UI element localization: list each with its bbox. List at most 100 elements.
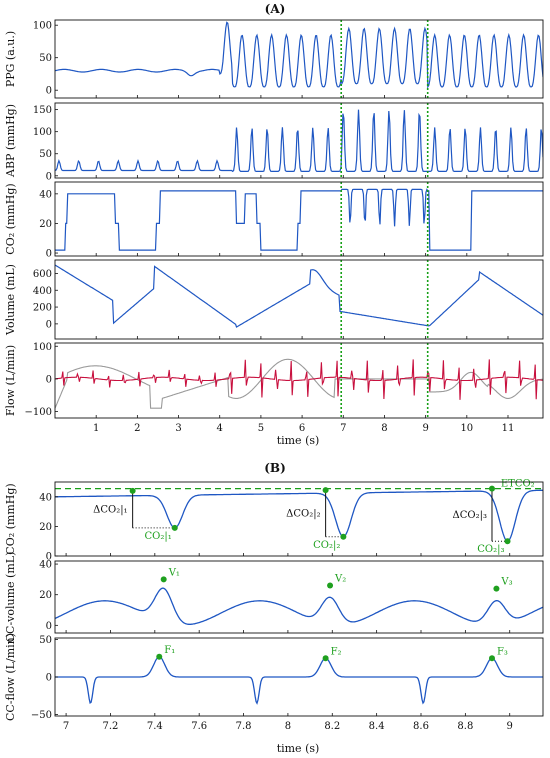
panel-b-series-line-1 bbox=[55, 656, 543, 705]
co2-peak-marker bbox=[322, 487, 329, 494]
panel-a-xtick-label: 4 bbox=[217, 423, 223, 434]
panel-b-title: (B) bbox=[264, 461, 286, 475]
panel-a-ytick-label: 600 bbox=[33, 269, 52, 280]
panel-b-xtick-label: 8.6 bbox=[413, 721, 429, 732]
panel-a-series-line-1 bbox=[55, 358, 543, 409]
panel-a-ytick-label: 50 bbox=[39, 149, 52, 160]
panel-a-ylabel: PPG (a.u.) bbox=[4, 31, 17, 87]
panel-a-xtick-label: 7 bbox=[340, 423, 346, 434]
co2-trough-marker bbox=[171, 524, 178, 531]
panel-a-axes-frame bbox=[54, 259, 544, 340]
co2-trough-marker bbox=[504, 538, 511, 545]
panel-b-xtick-label: 7.2 bbox=[103, 721, 119, 732]
panel-b-ytick-label: 0 bbox=[46, 552, 52, 563]
peak-marker-label: F₂ bbox=[331, 646, 342, 657]
panel-b-series-line-1 bbox=[55, 489, 543, 542]
panel-b-xtick-label: 7.4 bbox=[147, 721, 163, 732]
panel-b-ytick-label: 40 bbox=[39, 492, 52, 503]
panel-a-ytick-label: 0 bbox=[46, 249, 52, 260]
panel-a-ytick-label: 0 bbox=[46, 86, 52, 97]
panel-a-series-line-1 bbox=[55, 188, 543, 251]
panel-b-xtick-label: 7.8 bbox=[236, 721, 252, 732]
peak-marker-label: V₃ bbox=[500, 577, 512, 588]
panel-a-xtick-label: 11 bbox=[502, 423, 515, 434]
panel-b-ytick-label: 0 bbox=[46, 621, 52, 632]
panel-b-ytick-label: 40 bbox=[39, 560, 52, 571]
peak-marker bbox=[156, 653, 163, 660]
peak-marker bbox=[160, 576, 167, 583]
panel-a-axes-frame bbox=[54, 19, 544, 99]
peak-marker-label: V₁ bbox=[168, 567, 180, 578]
panel-b-axes-frame bbox=[54, 560, 544, 634]
panel-a-title: (A) bbox=[265, 2, 286, 16]
panel-a-ytick-label: 100 bbox=[33, 127, 52, 138]
panel-b-xtick-label: 7.6 bbox=[191, 721, 207, 732]
peak-marker bbox=[488, 655, 495, 662]
panel-b-xtick-label: 9 bbox=[507, 721, 513, 732]
panel-b-series-line-1 bbox=[55, 587, 543, 625]
panel-b-subplot-1: ETCO₂ ΔCO₂|₁ CO₂|₁ ΔCO₂|₂ CO₂|₂ ΔCO₂|₃ CO₂|₃ 0 2… bbox=[4, 479, 544, 563]
panel-a-subplot-2: 0 50 100 150 ABP (mmHg) bbox=[4, 102, 544, 182]
panel-b-ylabel: CC-flow (L/min) bbox=[4, 633, 17, 721]
co2-trough-label: CO₂|₂ bbox=[313, 540, 340, 551]
peak-marker bbox=[493, 585, 500, 592]
panel-b-xtick-label: 8.2 bbox=[324, 721, 340, 732]
peak-marker-label: F₃ bbox=[497, 646, 508, 657]
co2-peak-marker bbox=[129, 487, 136, 494]
panel-a-xtick-label: 1 bbox=[93, 423, 99, 434]
panel-b-ylabel: CC-volume (mL) bbox=[4, 552, 17, 643]
panel-b-xtick-label: 8 bbox=[285, 721, 291, 732]
panel-a-subplot-4: 0 200 400 600 Volume (mL) bbox=[4, 259, 544, 340]
panel-a-ytick-label: 20 bbox=[39, 219, 52, 230]
co2-trough-label: CO₂|₁ bbox=[145, 531, 172, 542]
panel-a-subplot-5: −100 0 100 Flow (L/min) bbox=[4, 342, 544, 419]
panel-a-ytick-label: 400 bbox=[33, 286, 52, 297]
panel-a-ylabel: CO₂ (mmHg) bbox=[4, 183, 17, 254]
panel-a-series-line-1 bbox=[55, 109, 543, 173]
panel-b-ytick-label: 20 bbox=[39, 590, 52, 601]
panel-a-axes-frame bbox=[54, 102, 544, 179]
delta-co2-label: ΔCO₂|₁ bbox=[93, 504, 127, 515]
panel-b-axes-frame bbox=[54, 481, 544, 557]
panel-a-ylabel: ABP (mmHg) bbox=[4, 104, 17, 178]
panel-a-ytick-label: −100 bbox=[25, 407, 52, 418]
panel-b-ytick-label: 50 bbox=[39, 635, 52, 646]
panel-a-series-line-2 bbox=[55, 359, 543, 400]
panel-a-subplot-1: 0 50 100 PPG (a.u.) bbox=[4, 19, 544, 99]
panel-a-xtick-label: 5 bbox=[258, 423, 264, 434]
panel-a-ytick-label: 0 bbox=[46, 319, 52, 330]
panel-b-xtick-label: 8.4 bbox=[369, 721, 385, 732]
panel-b-xtick-label: 8.8 bbox=[457, 721, 473, 732]
panel-a-axes-frame bbox=[54, 342, 544, 419]
panel-b-subplot-2: V₁ V₂ V₃ 0 20 40 CC-volume (mL) bbox=[4, 552, 544, 643]
panel-b-xtick-label: 7 bbox=[63, 721, 69, 732]
panel-a-ytick-label: 0 bbox=[46, 374, 52, 385]
panel-a-xtick-label: 9 bbox=[422, 423, 428, 434]
panel-b-ytick-label: 20 bbox=[39, 522, 52, 533]
panel-b-subplot-3: F₁ F₂ F₃ −50 0 50 CC-flow (L/min) bbox=[4, 633, 544, 721]
panel-a-xtick-label: 6 bbox=[299, 423, 305, 434]
panel-a-series-line-1 bbox=[55, 21, 543, 89]
panel-a-xlabel: time (s) bbox=[277, 434, 320, 447]
panel-a-xtick-label: 2 bbox=[134, 423, 140, 434]
panel-a-ytick-label: 100 bbox=[33, 21, 52, 32]
peak-marker bbox=[322, 655, 329, 662]
panel-b-ytick-label: −50 bbox=[31, 710, 52, 721]
panel-a-subplot-3: 0 20 40 CO₂ (mmHg) bbox=[4, 181, 544, 260]
panel-a-ytick-label: 200 bbox=[33, 303, 52, 314]
panel-a-ytick-label: 0 bbox=[46, 171, 52, 182]
panel-b-xlabel: time (s) bbox=[277, 742, 320, 755]
delta-co2-label: ΔCO₂|₃ bbox=[453, 510, 487, 521]
co2-trough-label: CO₂|₃ bbox=[477, 544, 504, 555]
peak-marker-label: F₁ bbox=[164, 645, 175, 656]
panel-a-ytick-label: 150 bbox=[33, 105, 52, 116]
co2-peak-marker bbox=[488, 485, 495, 492]
peak-marker-label: V₂ bbox=[334, 574, 346, 585]
peak-marker bbox=[327, 582, 334, 589]
delta-co2-label: ΔCO₂|₂ bbox=[286, 508, 320, 519]
etco2-label: ETCO₂ bbox=[501, 479, 535, 490]
panel-a-xtick-label: 10 bbox=[460, 423, 473, 434]
panel-a-xtick-label: 3 bbox=[175, 423, 181, 434]
panel-a-ylabel: Volume (mL) bbox=[4, 264, 17, 336]
